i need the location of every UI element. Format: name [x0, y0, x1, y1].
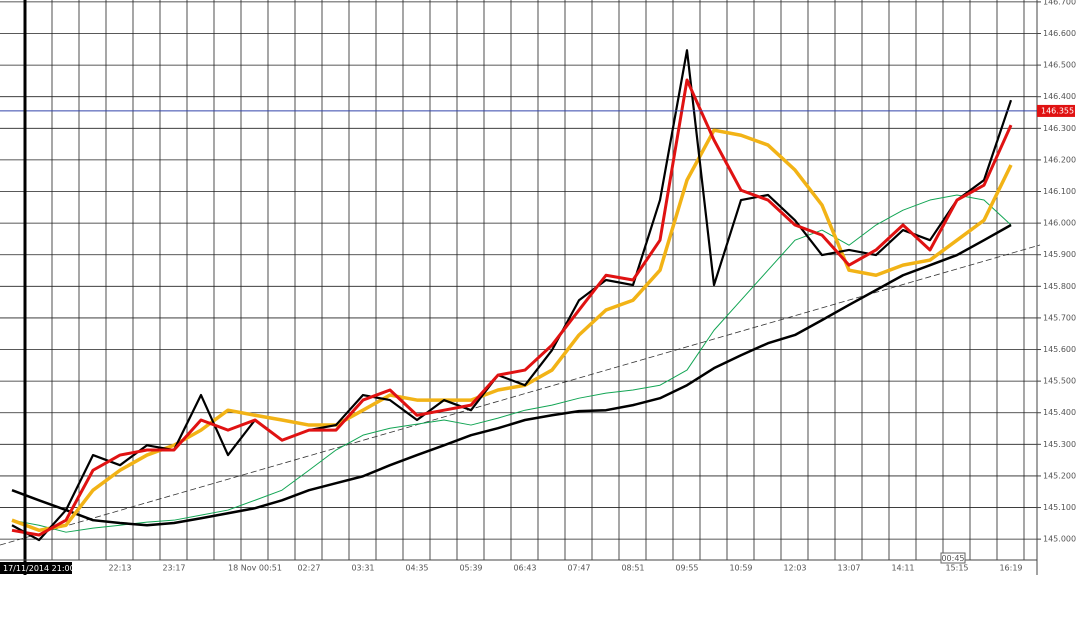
y-tick-label: 146.000 — [1043, 219, 1076, 228]
series-line — [11, 49, 1013, 542]
x-tick-label: 14:11 — [891, 564, 914, 573]
y-tick-label: 146.300 — [1043, 124, 1076, 133]
x-tick-label: 23:17 — [162, 564, 185, 573]
x-tick-label: 12:03 — [783, 564, 806, 573]
x-tick-label: 06:43 — [513, 564, 536, 573]
x-tick-label: 05:39 — [459, 564, 482, 573]
x-tick-label: 16:19 — [999, 564, 1022, 573]
y-tick-label: 146.500 — [1043, 61, 1076, 70]
y-tick-label: 145.300 — [1043, 440, 1076, 449]
y-tick-label: 146.100 — [1043, 187, 1076, 196]
crosshair-label: 00:45 — [941, 554, 964, 563]
x-tick-label: 17/11/2014 21:00 — [3, 564, 75, 573]
y-tick-label: 146.600 — [1043, 29, 1076, 38]
x-tick-label: 15:15 — [945, 564, 968, 573]
x-tick-label: 07:47 — [567, 564, 590, 573]
y-tick-label: 146.700 — [1043, 0, 1076, 6]
x-tick-label: 13:07 — [837, 564, 860, 573]
plot — [0, 49, 1037, 542]
y-tick-label: 145.900 — [1043, 250, 1076, 259]
y-tick-label: 146.400 — [1043, 92, 1076, 101]
y-tick-label: 145.400 — [1043, 408, 1076, 417]
x-tick-label: 02:27 — [297, 564, 320, 573]
x-tick-label: 22:13 — [108, 564, 131, 573]
current-price-tag — [1037, 104, 1075, 117]
grid — [0, 0, 1037, 560]
axes: 145.000 145.100 145.200 145.300 145.400 145.5… — [0, 0, 1076, 574]
x-tick-label: 10:59 — [729, 564, 752, 573]
y-tick-label: 145.200 — [1043, 471, 1076, 480]
series-line — [11, 78, 1013, 537]
crosshair-box — [940, 552, 966, 564]
y-tick-label: 145.000 — [1043, 535, 1076, 544]
y-tick-label: 145.700 — [1043, 313, 1076, 322]
start-date-box — [0, 562, 72, 574]
x-tick-label: 04:35 — [405, 564, 428, 573]
x-tick-label: 03:31 — [351, 564, 374, 573]
series-line — [11, 223, 1012, 527]
y-tick-label: 145.600 — [1043, 345, 1076, 354]
y-tick-label: 145.500 — [1043, 377, 1076, 386]
y-tick-label: 146.200 — [1043, 155, 1076, 164]
x-tick-label: 09:55 — [675, 564, 698, 573]
y-tick-label: 145.800 — [1043, 282, 1076, 291]
series-line — [11, 194, 1012, 533]
current-price-label: 146.355 — [1041, 106, 1074, 115]
x-tick-label: 08:51 — [621, 564, 644, 573]
x-tick-label: 18 Nov 00:51 — [228, 564, 282, 573]
y-tick-label: 145.100 — [1043, 503, 1076, 512]
